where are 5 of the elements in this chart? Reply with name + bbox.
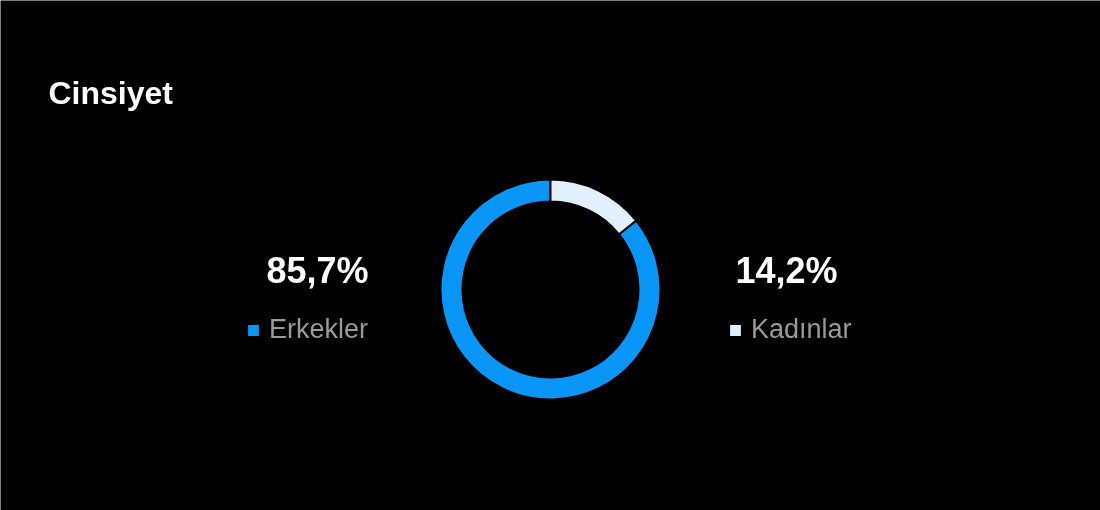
legend-label: Erkekler: [269, 314, 369, 345]
legend-label: Kadınlar: [751, 314, 852, 345]
data-label: 85,7%: [266, 250, 369, 291]
chart-title: Cinsiyet: [48, 74, 174, 111]
data-label: 14,2%: [735, 250, 838, 291]
